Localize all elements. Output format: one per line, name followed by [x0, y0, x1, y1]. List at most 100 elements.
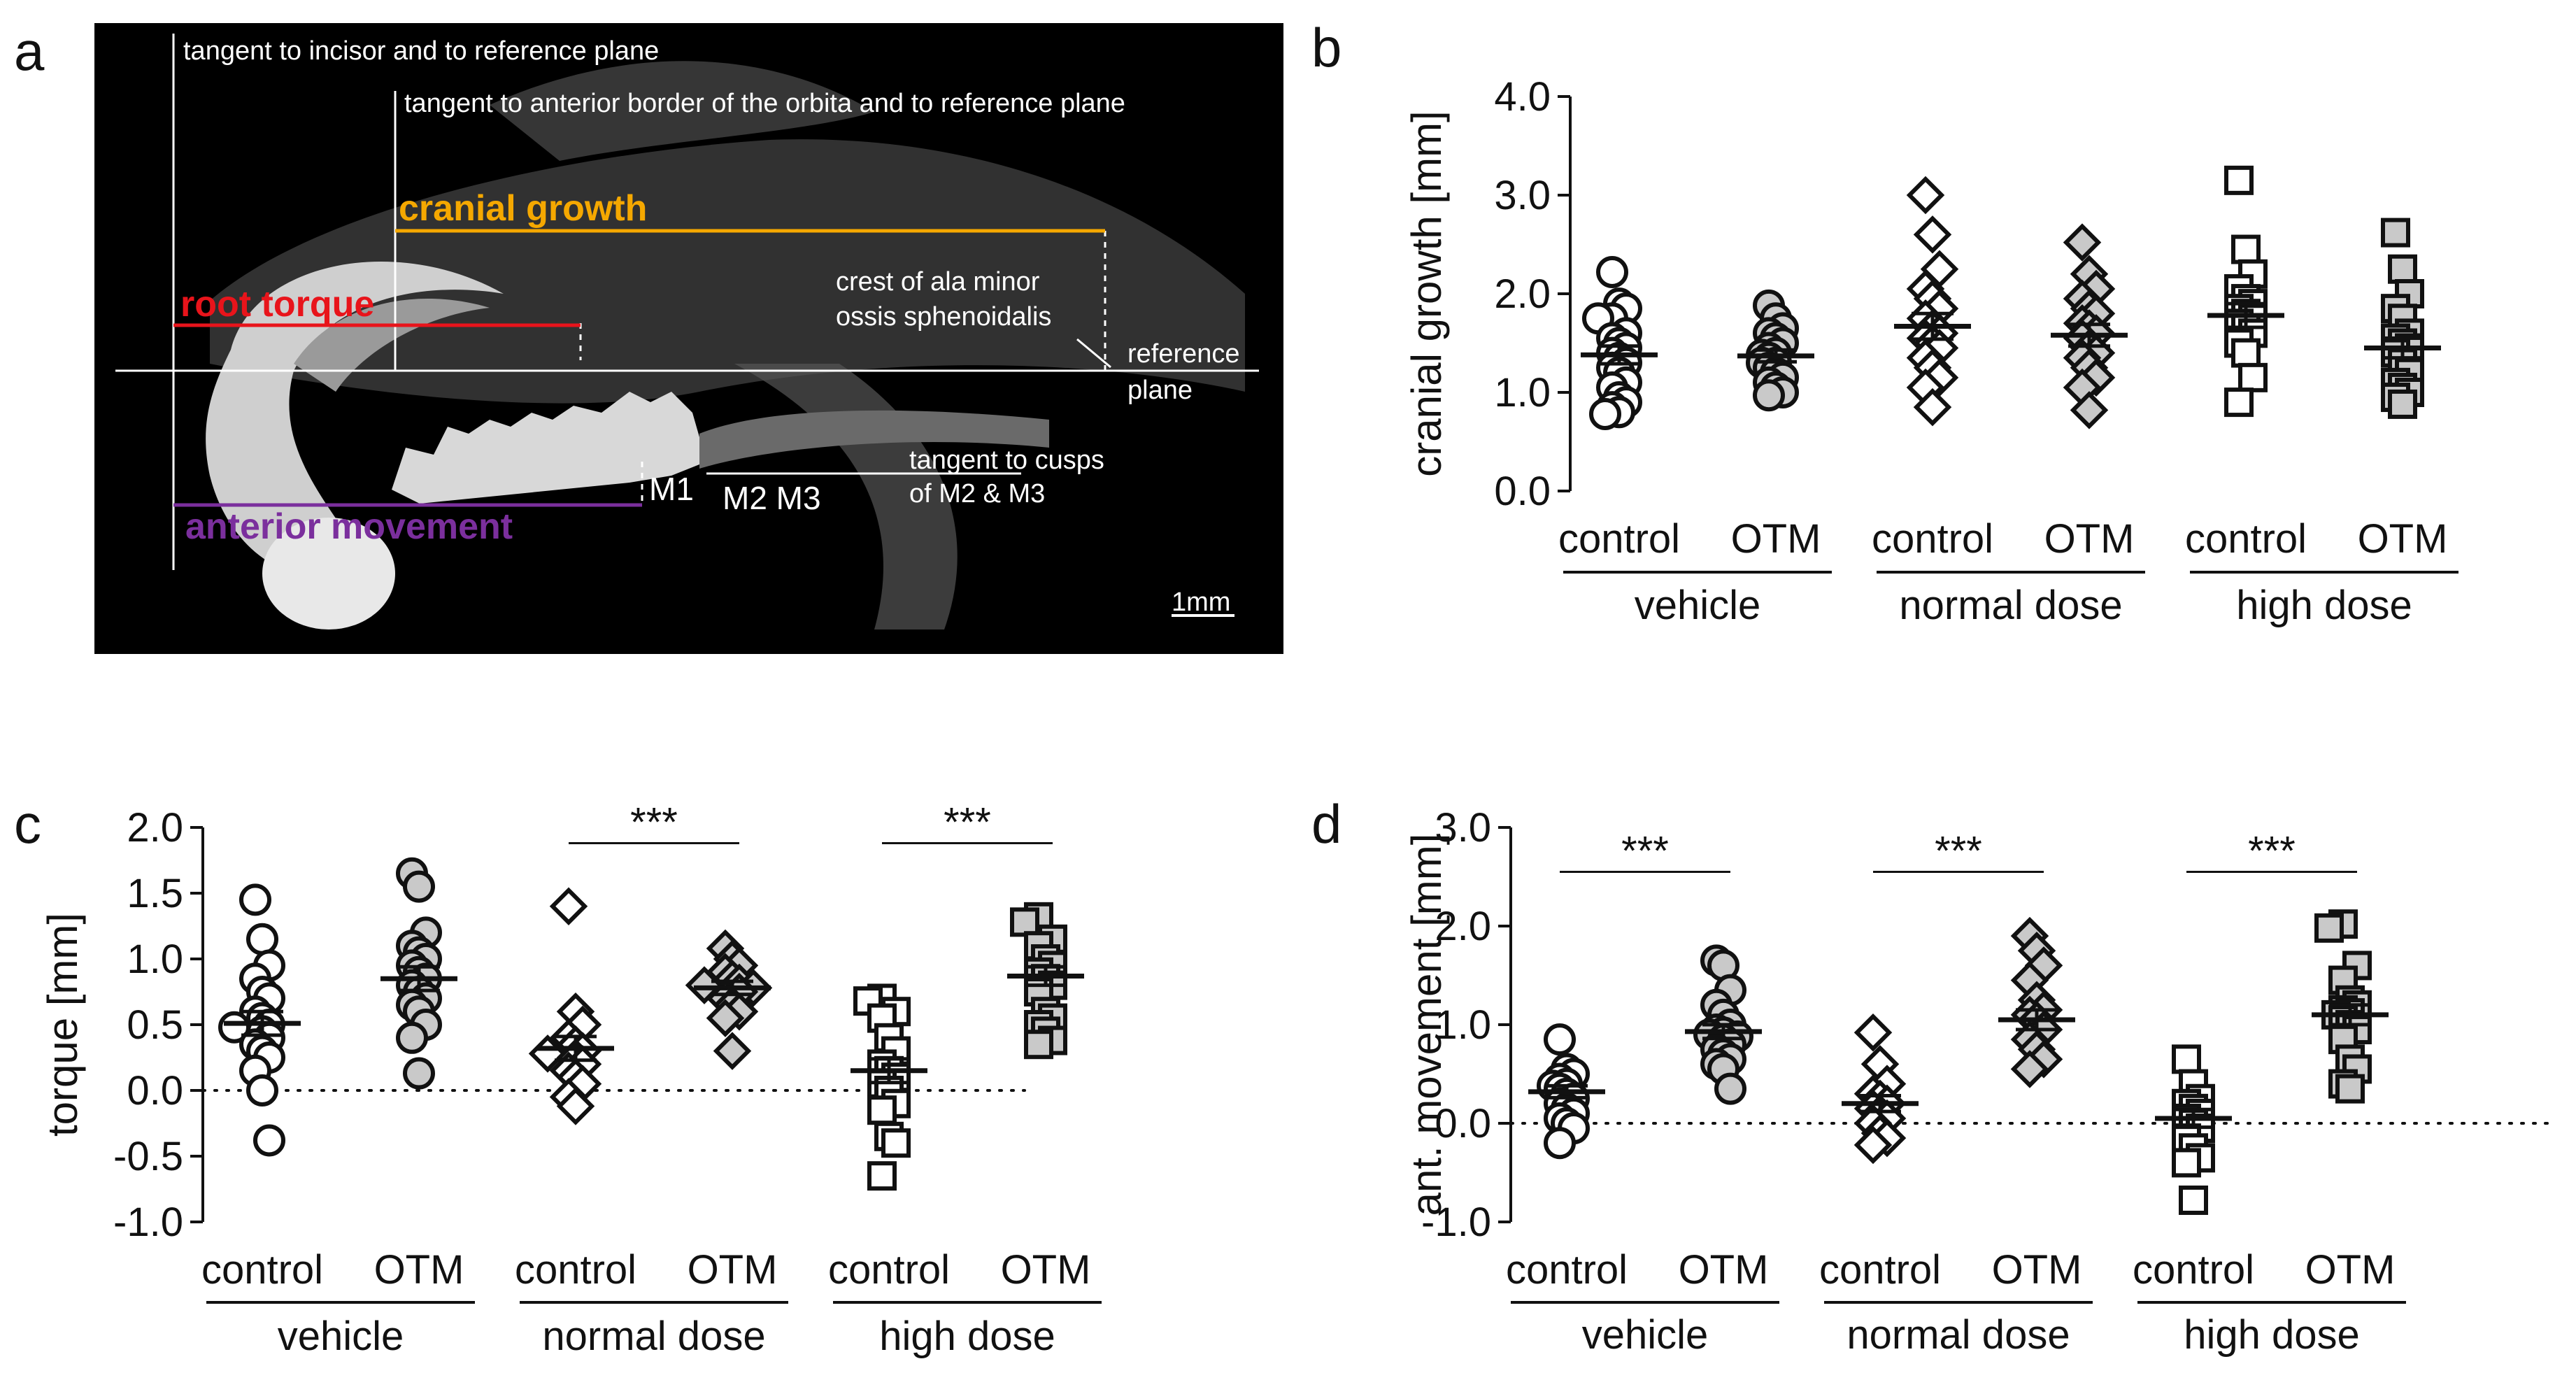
data-point — [2172, 1148, 2201, 1178]
series-high-dose-OTM — [2364, 218, 2441, 419]
significance-stars: *** — [1621, 828, 1669, 874]
y-tick-label: 2.0 — [1494, 271, 1551, 317]
significance-stars: *** — [630, 800, 678, 846]
y-axis-label: cranial growth [mm] — [1403, 111, 1450, 476]
column-label: OTM — [2044, 516, 2135, 562]
data-point — [2070, 391, 2109, 429]
panel-d-label: d — [1311, 793, 1342, 855]
data-point — [2231, 338, 2261, 368]
group-label: vehicle — [278, 1314, 404, 1359]
column-label: OTM — [1731, 516, 1821, 562]
y-tick-label: 1.0 — [1494, 370, 1551, 415]
series-normal-dose-OTM — [1998, 916, 2075, 1088]
data-point — [2063, 223, 2102, 262]
column-label: OTM — [374, 1247, 464, 1293]
data-point — [239, 883, 271, 916]
series-normal-dose-control — [1894, 176, 1971, 427]
column-label: OTM — [1679, 1247, 1769, 1293]
data-point — [2381, 218, 2410, 248]
tangent-cusps-text-1: tangent to cusps — [909, 446, 1104, 475]
data-point — [1010, 907, 1039, 937]
data-point — [881, 1128, 911, 1158]
series-vehicle-control — [1581, 255, 1658, 431]
y-tick-label: 0.5 — [127, 1002, 183, 1048]
data-point — [2314, 913, 2344, 943]
m2m3-text: M2 M3 — [723, 480, 821, 516]
data-point — [2388, 389, 2417, 419]
data-point — [1024, 1030, 1053, 1060]
column-label: OTM — [2305, 1247, 2396, 1293]
data-point — [1753, 379, 1785, 412]
crest-text-1: crest of ala minor — [836, 267, 1040, 297]
group-label: normal dose — [1899, 583, 2122, 628]
series-vehicle-control — [1528, 1023, 1605, 1160]
skull-ct-image — [206, 61, 1245, 629]
data-point — [1853, 1013, 1893, 1052]
chart-b: 0.0 1.0 2.0 3.0 4.0 cranial growth [mm] contro… — [1403, 74, 2458, 628]
series-vehicle-OTM — [380, 857, 457, 1090]
scale-bar-text: 1mm — [1172, 588, 1230, 617]
tangent-orbita-text: tangent to anterior border of the orbita… — [404, 89, 1125, 118]
y-axis-label: torque [mm] — [39, 913, 86, 1137]
series-vehicle-control — [218, 883, 301, 1157]
data-point — [706, 999, 745, 1037]
significance-stars: *** — [2248, 828, 2296, 874]
data-point — [2335, 1074, 2365, 1104]
y-tick-label: 0.0 — [1494, 469, 1551, 514]
data-point — [1714, 1072, 1746, 1105]
data-point — [253, 1124, 285, 1157]
data-point — [246, 1074, 278, 1107]
y-tick-label: -1.0 — [1421, 1200, 1491, 1245]
series-high-dose-control — [851, 983, 927, 1191]
column-label: OTM — [2358, 516, 2448, 562]
group-label: high dose — [2236, 583, 2412, 628]
column-label: control — [1558, 516, 1680, 562]
tangent-incisor-text: tangent to incisor and to reference plan… — [183, 36, 659, 66]
data-point — [867, 1095, 897, 1125]
data-point — [403, 870, 435, 903]
series-vehicle-OTM — [1737, 289, 1814, 412]
group-label: vehicle — [1582, 1312, 1709, 1358]
significance-stars: *** — [944, 800, 991, 846]
data-point — [1853, 1125, 1893, 1165]
group-label: normal dose — [1846, 1312, 2070, 1358]
data-point — [2224, 387, 2254, 418]
column-label: OTM — [688, 1247, 778, 1293]
series-high-dose-control — [2207, 165, 2284, 418]
column-label: control — [2133, 1247, 2254, 1293]
data-point — [1906, 176, 1945, 215]
y-tick-label: 3.0 — [1435, 805, 1491, 851]
anterior-movement-text: anterior movement — [185, 506, 513, 547]
panel-a: a tangent to incisor and to reference pl… — [14, 20, 1283, 654]
data-point — [2342, 951, 2372, 981]
root-torque-text: root torque — [180, 284, 374, 325]
column-label: control — [1819, 1247, 1941, 1293]
series-normal-dose-control — [1842, 1013, 1919, 1165]
chart-c: -1.0 -0.5 0.0 0.5 1.0 1.5 2.0 torque [mm] contro… — [39, 800, 1102, 1359]
data-point — [1544, 1023, 1576, 1056]
y-tick-label: 3.0 — [1494, 173, 1551, 218]
y-tick-label: 1.0 — [127, 937, 183, 982]
data-point — [2179, 1185, 2208, 1215]
y-tick-label: 2.0 — [1435, 904, 1491, 949]
y-tick-label: 2.0 — [127, 805, 183, 851]
significance-stars: *** — [1935, 828, 1982, 874]
y-tick-label: 0.0 — [1435, 1101, 1491, 1146]
y-tick-label: 0.0 — [127, 1068, 183, 1114]
data-point — [1913, 215, 1952, 254]
reference-text-1: reference — [1127, 339, 1240, 369]
column-label: OTM — [1001, 1247, 1091, 1293]
series-high-dose-OTM — [2312, 909, 2389, 1104]
m1-text: M1 — [649, 471, 694, 507]
y-tick-label: -1.0 — [113, 1200, 183, 1245]
crest-text-2: ossis sphenoidalis — [836, 302, 1051, 332]
data-point — [2010, 1050, 2049, 1088]
column-label: control — [1872, 516, 1993, 562]
series-vehicle-OTM — [1685, 944, 1762, 1105]
group-label: high dose — [2184, 1312, 2360, 1358]
column-label: control — [515, 1247, 636, 1293]
y-axis-label: ant. movement [mm] — [1403, 834, 1450, 1216]
series-high-dose-OTM — [1007, 902, 1084, 1060]
